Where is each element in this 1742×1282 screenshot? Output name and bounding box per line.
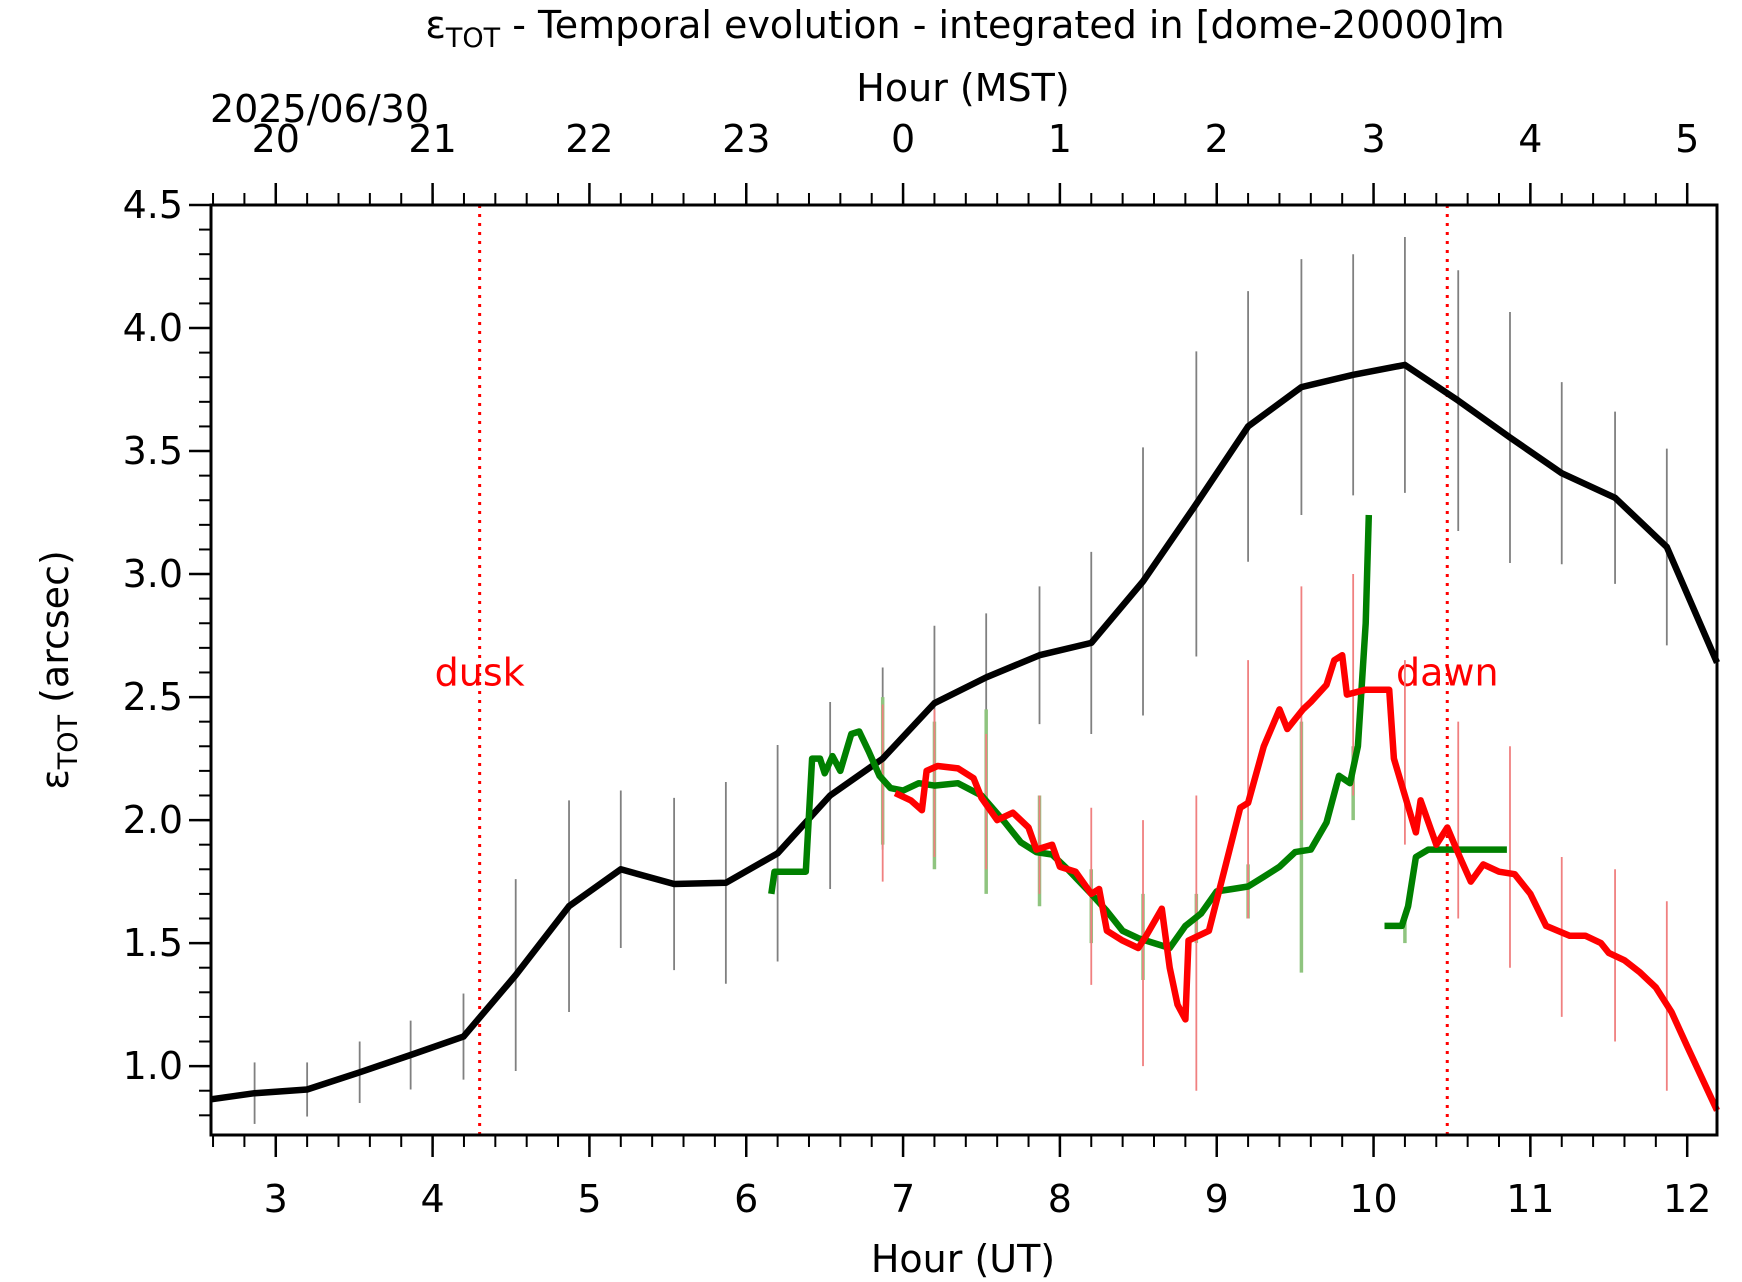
y-tick-label: 4.0 (123, 306, 183, 350)
x2-tick-label: 5 (1675, 117, 1699, 161)
x2-tick-label: 2 (1205, 117, 1229, 161)
x-tick-label: 3 (264, 1177, 288, 1221)
series-line (768, 514, 1373, 952)
title-symbol: ε (425, 3, 446, 47)
x2-tick-label: 4 (1518, 117, 1542, 161)
x2-tick-label: 1 (1048, 117, 1072, 161)
y-tick-label: 3.0 (123, 552, 183, 596)
x-tick-label: 4 (421, 1177, 445, 1221)
date-label: 2025/06/30 (210, 87, 429, 131)
x-tick-label: 10 (1349, 1177, 1397, 1221)
x2-axis-label: Hour (MST) (856, 66, 1069, 110)
x-tick-label: 6 (734, 1177, 758, 1221)
ylabel-symbol: ε (33, 769, 77, 790)
y-tick-label: 2.5 (123, 675, 183, 719)
x2-tick-label: 3 (1361, 117, 1385, 161)
y-tick-label: 4.5 (123, 183, 183, 227)
x-tick-label: 7 (891, 1177, 915, 1221)
x2-tick-label: 20 (252, 117, 300, 161)
x-tick-label: 8 (1048, 1177, 1072, 1221)
x2-tick-label: 22 (565, 117, 613, 161)
series-line (1384, 846, 1507, 930)
title-sub: TOT (445, 23, 501, 54)
series-line (210, 361, 1720, 1103)
y-tick-label: 1.0 (123, 1044, 183, 1088)
chart-title: εTOT - Temporal evolution - integrated i… (425, 3, 1504, 54)
y-axis-label: εTOT (arcsec) (33, 550, 84, 790)
x-tick-label: 11 (1506, 1177, 1554, 1221)
x-tick-label: 9 (1205, 1177, 1229, 1221)
x-axis-label: Hour (UT) (871, 1237, 1055, 1281)
ylabel-sub: TOT (53, 714, 84, 770)
y-tick-label: 3.5 (123, 429, 183, 473)
x2-tick-label: 23 (722, 117, 770, 161)
y-tick-label: 1.5 (123, 921, 183, 965)
x-tick-label: 5 (577, 1177, 601, 1221)
x2-tick-label: 0 (891, 117, 915, 161)
event-label: dawn (1396, 650, 1499, 694)
series-line (893, 651, 1720, 1112)
title-rest: - Temporal evolution - integrated in [do… (500, 3, 1505, 47)
x2-tick-label: 21 (408, 117, 456, 161)
ylabel-rest: (arcsec) (33, 550, 77, 715)
plot-frame (209, 203, 1719, 1137)
event-label: dusk (435, 650, 525, 694)
x-tick-label: 12 (1663, 1177, 1711, 1221)
y-tick-label: 2.0 (123, 798, 183, 842)
